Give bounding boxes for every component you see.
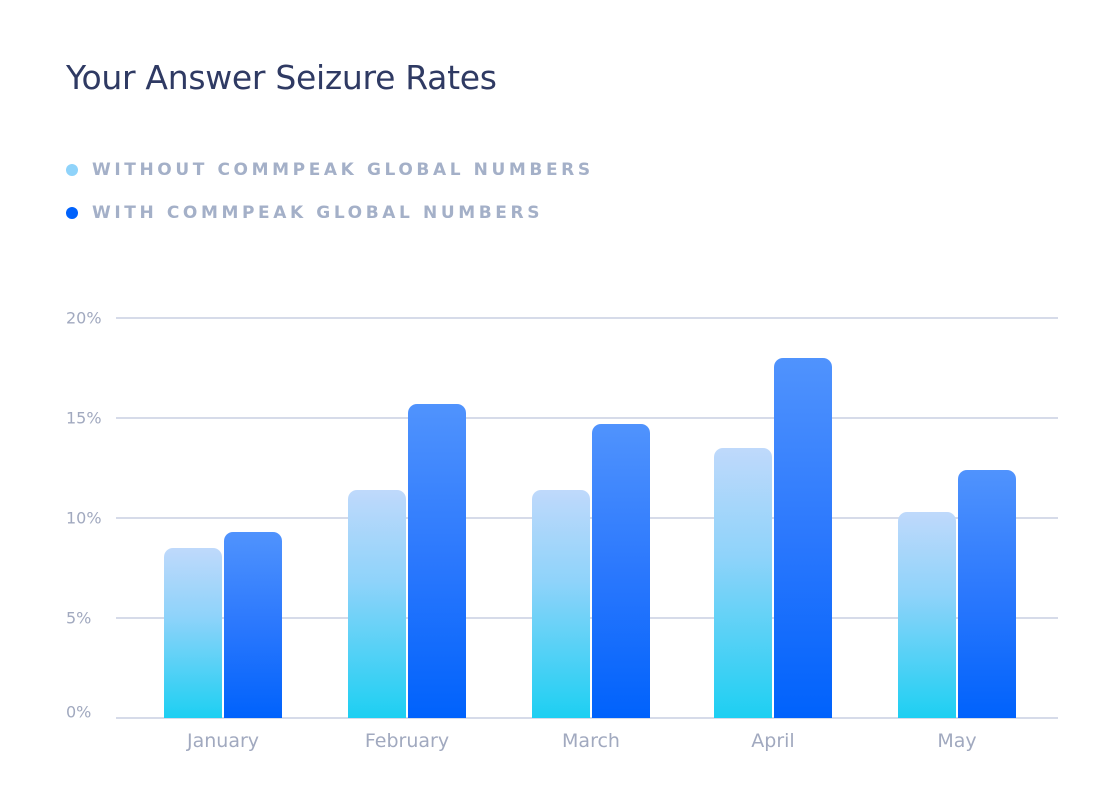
x-axis-tick-label: February [364,730,450,752]
bar-february-without [348,490,406,718]
y-axis-tick-label: 0% [66,702,92,722]
bar-may-without [898,512,956,718]
y-axis-tick-label: 10% [66,508,102,528]
bar-march-without [532,490,590,718]
y-axis-tick-label: 15% [66,408,102,428]
bar-april-without [714,448,772,718]
bar-january-with [224,532,282,718]
bar-may-with [958,470,1016,718]
legend-item-with: WITH COMMPEAK GLOBAL NUMBERS [66,203,543,223]
legend-dot-icon [66,164,78,176]
bar-april-with [774,358,832,718]
legend-dot-icon [66,207,78,219]
gridline [116,317,1058,319]
legend-label: WITHOUT COMMPEAK GLOBAL NUMBERS [92,160,594,180]
x-axis-tick-label: January [186,730,260,752]
x-axis-tick-label: May [937,730,977,752]
x-axis-tick-label: April [751,730,795,752]
y-axis-tick-label: 5% [66,608,92,628]
y-axis-tick-label: 20% [66,308,102,328]
chart-title: Your Answer Seizure Rates [66,58,497,97]
bar-february-with [408,404,466,718]
legend-item-without: WITHOUT COMMPEAK GLOBAL NUMBERS [66,160,594,180]
legend-label: WITH COMMPEAK GLOBAL NUMBERS [92,203,544,223]
bar-march-with [592,424,650,718]
bar-january-without [164,548,222,718]
gridline [116,417,1058,419]
gridline [116,717,1058,719]
x-axis-tick-label: March [562,730,620,752]
